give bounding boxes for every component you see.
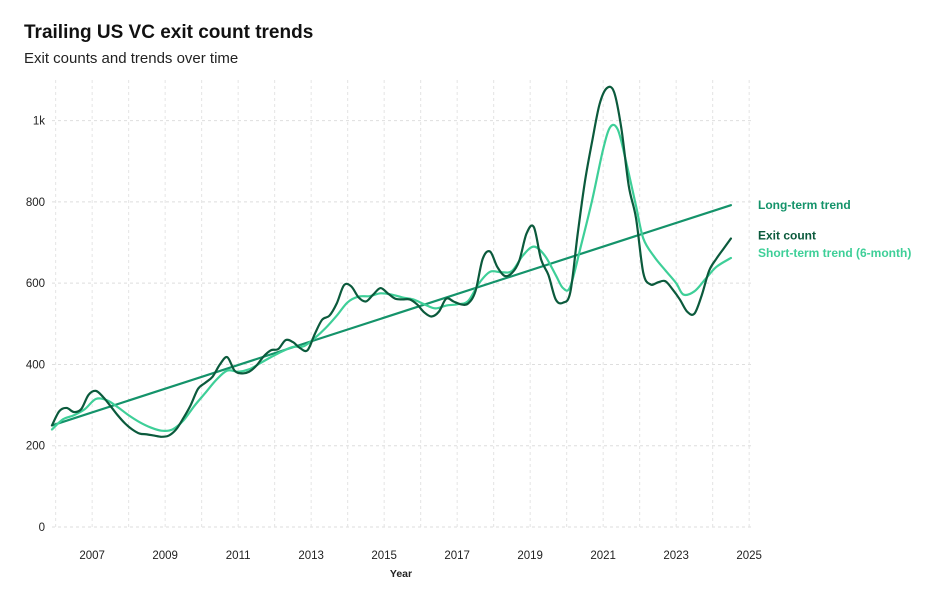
y-tick-label: 800 — [26, 197, 45, 209]
x-tick-label: 2017 — [444, 550, 470, 562]
y-axis-ticks: 0 200 400 600 800 1k — [26, 116, 45, 534]
x-tick-label: 2023 — [663, 550, 689, 562]
series-line-2 — [50, 204, 733, 427]
y-tick-label: 1k — [33, 116, 45, 128]
x-tick-label: 2011 — [226, 550, 251, 562]
chart-title: Trailing US VC exit count trends — [24, 22, 314, 43]
x-tick-label: 2009 — [152, 550, 178, 562]
chart-subtitle: Exit counts and trends over time — [24, 50, 239, 67]
x-tick-label: 2013 — [298, 550, 324, 562]
series-line-1 — [50, 123, 733, 433]
series-line-0 — [50, 85, 733, 438]
y-tick-label: 0 — [39, 522, 45, 534]
x-tick-label: 2015 — [371, 550, 397, 562]
x-tick-label: 2007 — [79, 550, 105, 562]
y-tick-label: 200 — [26, 441, 45, 453]
series-label-1: Short-term trend (6-month) — [758, 246, 911, 260]
x-tick-label: 2021 — [590, 550, 616, 562]
series-end-labels: Long-term trend Exit count Short-term tren… — [758, 198, 911, 260]
x-axis-ticks: 2007 2009 2011 2013 2015 2017 2019 2021 2023 2025 — [79, 550, 762, 562]
x-tick-label: 2025 — [736, 550, 762, 562]
x-tick-label: 2019 — [517, 550, 543, 562]
grid-lines — [52, 80, 751, 528]
series-label-0: Exit count — [758, 228, 816, 242]
y-tick-label: 600 — [26, 278, 45, 290]
x-axis-title: Year — [390, 568, 412, 580]
series-label-2: Long-term trend — [758, 198, 851, 212]
series-lines — [50, 85, 733, 438]
y-tick-label: 400 — [26, 359, 45, 371]
